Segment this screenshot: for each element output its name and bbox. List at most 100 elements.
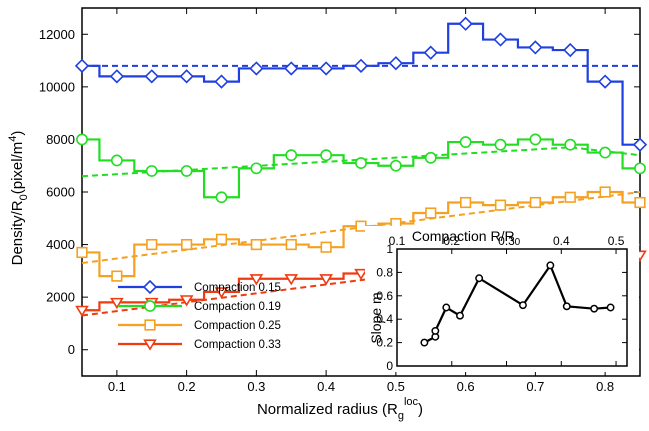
inset-y-tick-label: 0.8 bbox=[376, 265, 393, 279]
data-point bbox=[320, 149, 333, 162]
data-point bbox=[285, 149, 298, 162]
legend-entry: Compaction 0.19 bbox=[118, 300, 281, 313]
inset-x-tick-label: 0.4 bbox=[553, 234, 570, 248]
y-tick-label: 12000 bbox=[39, 27, 75, 42]
data-point bbox=[319, 274, 333, 286]
x-tick-label: 0.5 bbox=[387, 379, 405, 394]
x-tick-label: 0.4 bbox=[317, 379, 335, 394]
data-point bbox=[144, 300, 156, 312]
inset-y-tick-label: 1 bbox=[386, 242, 393, 256]
data-point bbox=[564, 138, 577, 151]
step-line bbox=[82, 138, 640, 199]
data-point bbox=[250, 162, 263, 175]
data-point bbox=[599, 146, 612, 159]
inset-plot-ticks: 0.1 0.2 0.3 0.4 0.5 0 0.2 0.4 0.6 0.8 1 bbox=[376, 234, 627, 373]
data-point bbox=[74, 58, 90, 73]
data-point bbox=[214, 74, 229, 89]
inset-data-point bbox=[606, 303, 615, 312]
inset-y-tick-label: 0 bbox=[386, 359, 393, 373]
data-point bbox=[355, 157, 367, 169]
inset-x-tick-label: 0.2 bbox=[443, 234, 460, 248]
data-point bbox=[179, 69, 194, 84]
data-point bbox=[320, 241, 332, 253]
inset-data-point bbox=[590, 304, 599, 313]
inset-data-point bbox=[420, 338, 429, 347]
data-point bbox=[76, 246, 88, 259]
data-point bbox=[143, 339, 157, 351]
legend-label: Compaction 0.25 bbox=[194, 320, 281, 332]
data-point bbox=[214, 287, 229, 299]
data-point bbox=[179, 295, 194, 307]
series-3 bbox=[76, 186, 646, 282]
data-point bbox=[423, 45, 438, 60]
legend-entry: Compaction 0.15 bbox=[118, 279, 281, 295]
data-point bbox=[389, 159, 402, 172]
data-point bbox=[634, 162, 646, 175]
y-tick-label: 2000 bbox=[46, 290, 75, 305]
main-x-axis-label: Normalized radius (Rgloc) bbox=[257, 396, 423, 422]
series-2 bbox=[76, 133, 646, 204]
inset-data-point bbox=[431, 326, 440, 335]
data-point bbox=[564, 191, 576, 203]
main-plot: 0.1 0.2 0.3 0.4 0.5 0.6 0.7 0.8 0 2000 4000 6000 800… bbox=[39, 7, 648, 394]
data-point bbox=[459, 136, 472, 148]
data-point bbox=[318, 61, 334, 76]
data-point bbox=[181, 238, 193, 251]
x-tick-label: 0.7 bbox=[526, 379, 544, 394]
y-tick-label: 6000 bbox=[46, 185, 75, 200]
data-point bbox=[215, 233, 228, 245]
data-point bbox=[632, 137, 648, 152]
inset-plot: 0.1 0.2 0.3 0.4 0.5 0 0.2 0.4 0.6 0.8 1 bbox=[365, 226, 639, 373]
data-point bbox=[144, 319, 156, 331]
inset-y-tick-label: 0.6 bbox=[376, 289, 393, 303]
main-y-axis-label: Density/R0(pixel/m4) bbox=[7, 131, 30, 266]
data-point bbox=[111, 270, 123, 282]
inset-data-point bbox=[475, 274, 484, 283]
legend-label: Compaction 0.15 bbox=[194, 282, 281, 294]
inset-y-tick-label: 0.4 bbox=[376, 312, 393, 326]
data-point bbox=[599, 186, 611, 198]
data-point bbox=[355, 220, 367, 232]
inset-data-point bbox=[519, 301, 527, 310]
data-point bbox=[180, 165, 193, 177]
inset-data-point bbox=[456, 311, 464, 320]
main-plot-series bbox=[74, 16, 648, 317]
data-point bbox=[354, 268, 368, 281]
x-tick-label: 0.3 bbox=[247, 379, 265, 394]
data-point bbox=[109, 69, 125, 84]
data-point bbox=[250, 238, 262, 251]
main-plot-ticks: 0.1 0.2 0.3 0.4 0.5 0.6 0.7 0.8 0 2000 4000 6000 800… bbox=[39, 8, 640, 394]
data-point bbox=[144, 69, 159, 84]
legend-entry: Compaction 0.25 bbox=[118, 319, 281, 332]
inset-x-tick-label: 0.1 bbox=[389, 234, 406, 248]
inset-y-axis-label: Slope m bbox=[368, 292, 384, 343]
data-point bbox=[528, 40, 543, 55]
inset-plot-frame bbox=[396, 248, 628, 367]
y-tick-label: 10000 bbox=[39, 79, 75, 94]
data-point bbox=[460, 196, 472, 209]
data-point bbox=[75, 305, 89, 317]
inset-data-point bbox=[546, 261, 555, 270]
data-point bbox=[249, 274, 264, 286]
data-point bbox=[249, 61, 264, 76]
data-point bbox=[563, 42, 578, 58]
legend-label: Compaction 0.19 bbox=[194, 301, 281, 313]
data-point bbox=[424, 151, 437, 164]
step-line bbox=[82, 190, 640, 278]
legend-label: Compaction 0.33 bbox=[194, 339, 281, 351]
data-point bbox=[493, 32, 508, 47]
data-point bbox=[76, 133, 88, 146]
y-tick-label: 0 bbox=[68, 342, 75, 357]
legend-entry: Compaction 0.33 bbox=[118, 339, 281, 351]
inset-x-tick-label: 0.3 bbox=[498, 234, 515, 248]
data-point bbox=[425, 207, 437, 219]
x-tick-label: 0.2 bbox=[178, 379, 196, 394]
inset-x-axis-label: Compaction R/R0 bbox=[412, 228, 521, 248]
inset-data-point bbox=[442, 303, 451, 312]
data-point bbox=[142, 279, 158, 295]
x-tick-label: 0.8 bbox=[596, 379, 614, 394]
legend: Compaction 0.15 Compaction 0.19 Compaction… bbox=[118, 279, 281, 351]
data-point bbox=[458, 16, 473, 31]
inset-background bbox=[365, 226, 639, 372]
inset-x-tick-label: 0.5 bbox=[608, 234, 625, 248]
